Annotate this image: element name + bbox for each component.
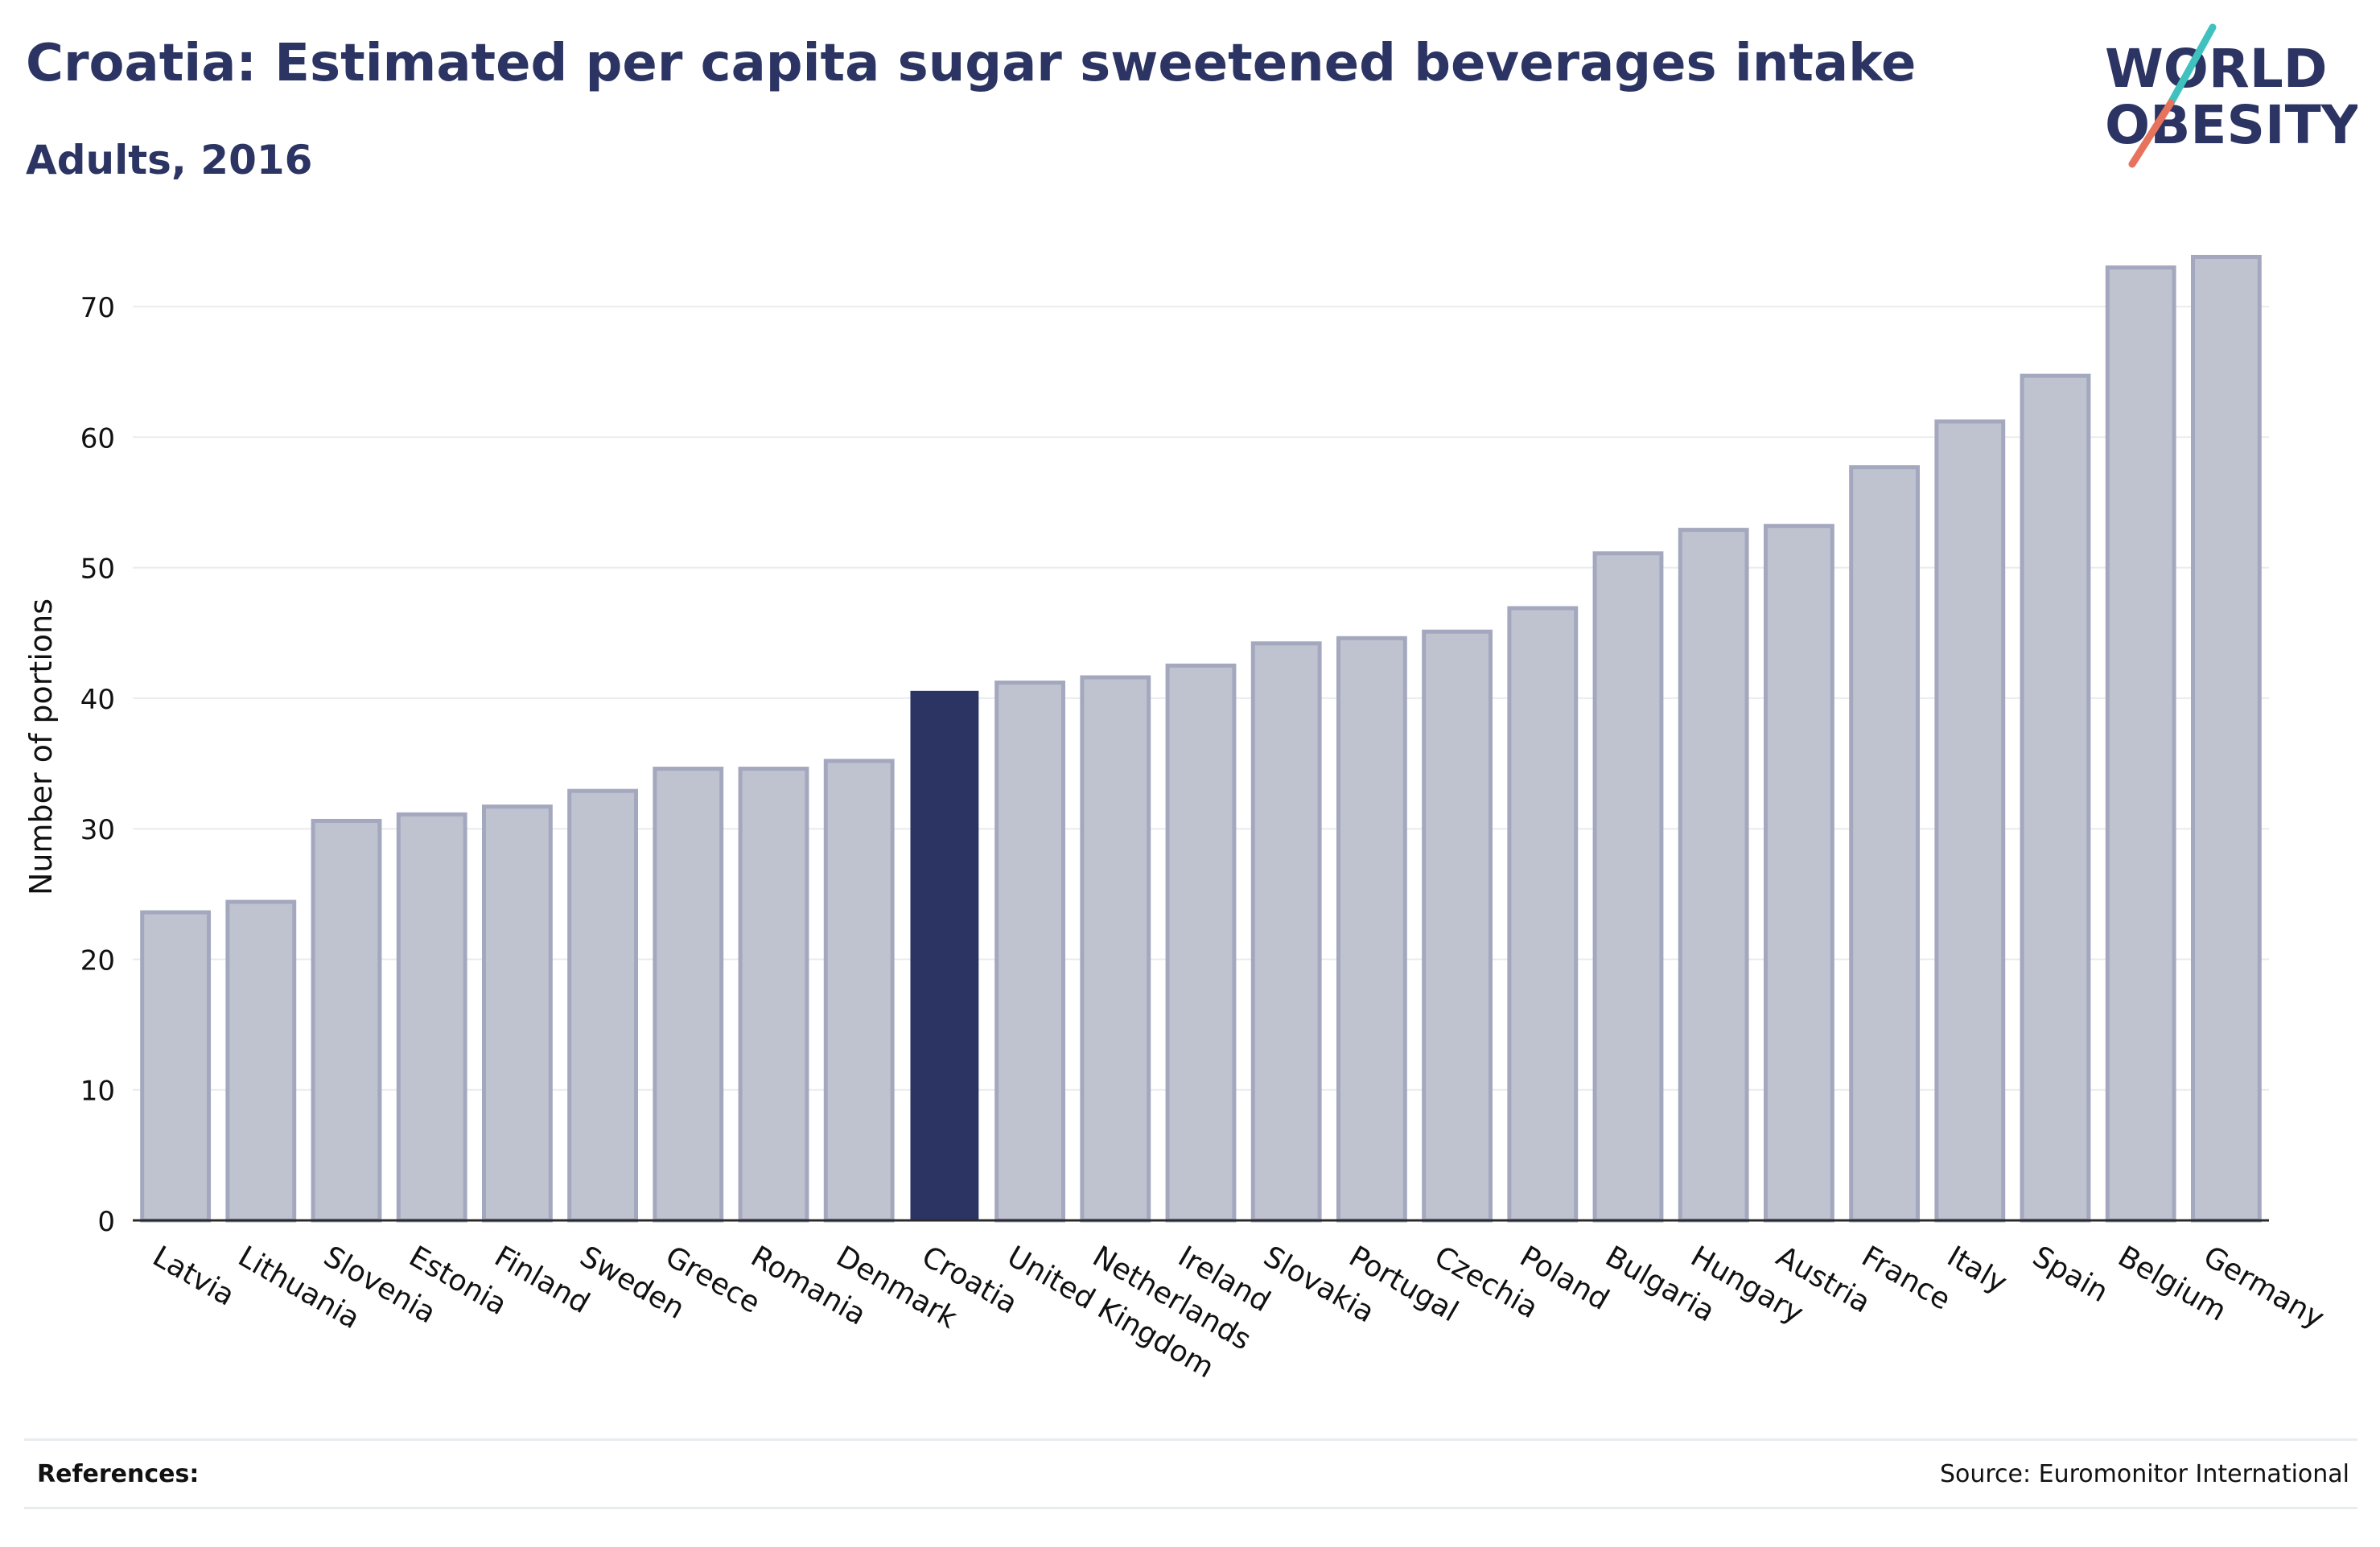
y-tick-label: 70 xyxy=(80,292,115,324)
x-tick-label: France xyxy=(1856,1240,1956,1316)
bar xyxy=(1507,606,1579,1223)
bar xyxy=(823,759,895,1223)
references-label: References: xyxy=(37,1460,200,1488)
bar xyxy=(2190,254,2262,1223)
bar xyxy=(1849,465,1921,1223)
bar xyxy=(225,899,297,1223)
source-text: Source: Euromonitor International xyxy=(1939,1460,2349,1488)
logo-slash-coral xyxy=(2128,99,2175,168)
bar xyxy=(311,818,382,1223)
bar xyxy=(738,767,809,1223)
bar xyxy=(567,788,639,1223)
x-tick-label: Latvia xyxy=(147,1240,240,1312)
y-tick-label: 30 xyxy=(80,814,115,846)
chart-subtitle: Adults, 2016 xyxy=(26,137,313,183)
bar xyxy=(1678,528,1749,1223)
references-bar: References: Source: Euromonitor Internat… xyxy=(24,1438,2357,1509)
x-tick-label: Finland xyxy=(489,1240,595,1320)
bar xyxy=(2105,265,2176,1223)
bar xyxy=(1763,524,1834,1223)
bar-chart: 010203040506070LatviaLithuaniaSloveniaEs… xyxy=(23,254,2329,1384)
bar xyxy=(1422,629,1493,1223)
world-obesity-logo: WORLD OBESITY xyxy=(2105,23,2357,168)
bar xyxy=(2020,373,2091,1223)
bars xyxy=(140,254,2262,1223)
y-tick-label: 10 xyxy=(80,1076,115,1108)
y-tick-label: 60 xyxy=(80,422,115,455)
bar xyxy=(1250,641,1322,1223)
bar xyxy=(481,804,553,1223)
y-tick-label: 40 xyxy=(80,684,115,716)
bar xyxy=(1080,675,1151,1223)
bar xyxy=(1934,419,2006,1223)
bar xyxy=(1165,663,1237,1223)
y-tick-label: 0 xyxy=(97,1206,115,1238)
bar xyxy=(653,767,724,1223)
bar xyxy=(1592,551,1664,1223)
y-axis-label: Number of portions xyxy=(23,599,59,895)
logo-slash-teal xyxy=(2167,23,2217,107)
y-tick-label: 20 xyxy=(80,944,115,977)
bar xyxy=(140,910,212,1223)
y-tick-label: 50 xyxy=(80,553,115,586)
bar xyxy=(1336,636,1407,1223)
x-tick-label: Spain xyxy=(2027,1240,2114,1309)
chart-title: Croatia: Estimated per capita sugar swee… xyxy=(26,34,1917,93)
bar-highlight xyxy=(910,690,979,1221)
bar xyxy=(994,680,1066,1223)
bar xyxy=(396,812,467,1223)
logo-line1: WORLD xyxy=(2105,38,2328,100)
